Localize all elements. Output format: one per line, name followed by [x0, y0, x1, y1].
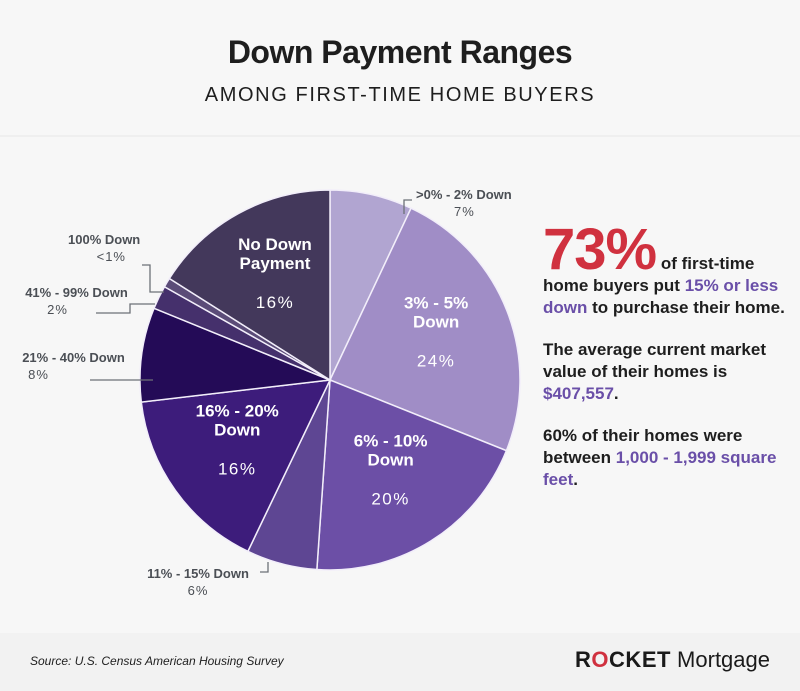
- svg-text:20%: 20%: [371, 490, 410, 509]
- svg-text:Down: Down: [214, 420, 260, 439]
- svg-text:Down: Down: [413, 312, 459, 331]
- header: Down Payment Ranges AMONG FIRST-TIME HOM…: [0, 0, 800, 135]
- svg-text:Down: Down: [367, 451, 413, 470]
- svg-text:6% - 10%: 6% - 10%: [354, 432, 428, 451]
- stat-first-time-buyers: 73% of first-time home buyers put 15% or…: [543, 221, 793, 319]
- label-value: <1%: [96, 249, 126, 264]
- label-value: 2%: [47, 302, 68, 317]
- stat-text: to purchase their home.: [587, 298, 785, 317]
- logo-text: R: [575, 647, 592, 672]
- svg-text:24%: 24%: [417, 351, 456, 370]
- label-11-15-down: 11% - 15% Down 6%: [133, 565, 263, 599]
- chart-subtitle: AMONG FIRST-TIME HOME BUYERS: [204, 84, 596, 106]
- svg-text:No Down: No Down: [238, 235, 312, 254]
- stat-highlight: $407,557: [543, 384, 614, 403]
- chart-title: Down Payment Ranges: [227, 34, 573, 70]
- label-value: 8%: [28, 367, 49, 382]
- stat-highlight: 15% or less down: [543, 276, 779, 317]
- label-name: >0% - 2% Down: [416, 187, 512, 202]
- label-value: 6%: [187, 583, 209, 598]
- leader-line: [403, 199, 412, 214]
- slice-label: 16% - 20%Down 16%: [196, 401, 279, 478]
- logo-o-mark: O: [591, 647, 610, 672]
- rocket-mortgage-logo: ROCKET Mortgage: [575, 647, 770, 673]
- footer: Source: U.S. Census American Housing Sur…: [0, 633, 800, 691]
- label-100-down: 100% Down <1%: [68, 231, 141, 265]
- label-name: 41% - 99% Down: [25, 285, 128, 300]
- stat-text: The average current market value of thei…: [543, 340, 766, 381]
- logo-text: CKET: [609, 647, 671, 672]
- slice-label: 6% - 10%Down 20%: [354, 432, 428, 509]
- pie-slice-6-10-down: [316, 378, 508, 571]
- source-note: Source: U.S. Census American Housing Sur…: [30, 654, 284, 668]
- stat-text: .: [613, 384, 619, 403]
- stat-text: .: [573, 470, 578, 489]
- leader-line: [96, 303, 155, 314]
- stat-highlight: 1,000 - 1,999 square feet: [543, 448, 777, 489]
- pie-slice-3-5-down: [328, 207, 521, 452]
- label-name: 100% Down: [68, 232, 141, 247]
- svg-text:Payment: Payment: [240, 254, 311, 273]
- label-21-40-down: 21% - 40% Down 8%: [11, 349, 136, 383]
- pie-slice-21-40-down: [139, 307, 331, 403]
- svg-text:16%: 16%: [218, 459, 257, 478]
- stat-text: of first-time home buyers put: [543, 254, 755, 295]
- stat-square-feet: 60% of their homes were between 1,000 - …: [543, 425, 793, 491]
- svg-text:3% - 5%: 3% - 5%: [404, 293, 468, 312]
- leader-line: [260, 562, 269, 573]
- chart-area: 3% - 5% Down 24% 6% - 10% Down 20% 16% - 20% Do…: [0, 137, 800, 633]
- headline-percent: 73%: [543, 217, 657, 282]
- stats-callout: 73% of first-time home buyers put 15% or…: [543, 221, 793, 511]
- header-divider: [0, 135, 800, 137]
- leader-line: [142, 264, 164, 293]
- label-name: 21% - 40% Down: [22, 350, 125, 365]
- label-name: 11% - 15% Down: [147, 566, 249, 581]
- slice-label: 3% - 5%Down 24%: [404, 293, 468, 370]
- label-0-2-down: >0% - 2% Down 7%: [416, 186, 512, 220]
- pie-slice-16-20-down: [140, 379, 332, 553]
- stat-text: 60% of their homes were between: [543, 426, 743, 467]
- svg-text:16% - 20%: 16% - 20%: [196, 401, 279, 420]
- label-value: 7%: [454, 204, 475, 219]
- stat-market-value: The average current market value of thei…: [543, 339, 793, 405]
- pie-slice-no-down-payment: [168, 189, 331, 382]
- svg-text:16%: 16%: [256, 293, 295, 312]
- logo-text: Mortgage: [670, 647, 770, 672]
- label-41-99-down: 41% - 99% Down 2%: [14, 284, 139, 318]
